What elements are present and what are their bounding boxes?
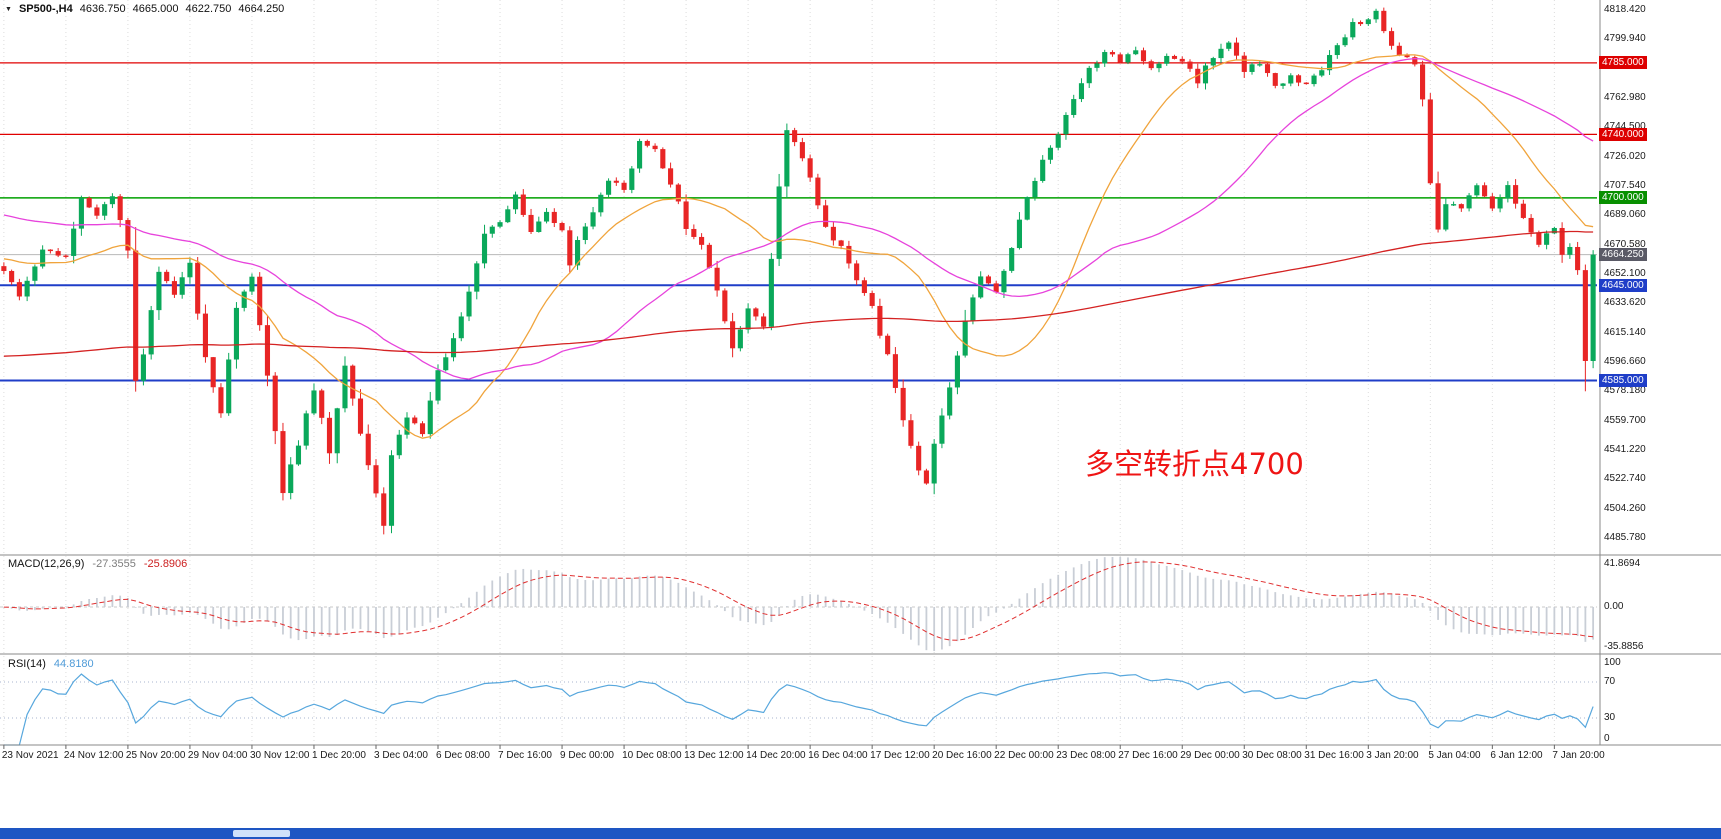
ohlc-close: 4664.250 xyxy=(238,3,285,15)
rsi-layer xyxy=(0,672,1597,746)
ohlc-open: 4636.750 xyxy=(79,3,126,15)
macd-indicator-header: MACD(12,26,9) -27.3555 -25.8906 xyxy=(8,558,187,570)
chart-annotation: 多空转折点4700 xyxy=(1085,447,1304,481)
taskbar-item[interactable] xyxy=(233,830,290,837)
ma-fast-line xyxy=(3,54,1594,439)
symbol-timeframe: SP500-,H4 xyxy=(18,3,73,15)
ma-medium-line xyxy=(3,57,1594,380)
taskbar[interactable] xyxy=(0,828,1721,839)
rsi-label: RSI(14) xyxy=(8,658,46,670)
rsi-indicator-header: RSI(14) 44.8180 xyxy=(8,658,94,670)
macd-signal-value: -25.8906 xyxy=(143,558,188,570)
panel-separators xyxy=(0,0,1721,749)
ohlc-low: 4622.750 xyxy=(185,3,232,15)
macd-layer xyxy=(0,557,1597,652)
macd-main-value: -27.3555 xyxy=(92,558,136,570)
horizontal-lines-layer xyxy=(0,62,1597,382)
rsi-value: 44.8180 xyxy=(53,658,94,670)
candles-layer xyxy=(1,7,1596,535)
ohlc-high: 4665.000 xyxy=(132,3,179,15)
macd-label: MACD(12,26,9) xyxy=(8,558,85,570)
ma-slow-line xyxy=(3,230,1594,357)
grid-layer xyxy=(3,0,1555,745)
chart-info-line: ▼ SP500-,H4 4636.750 4665.000 4622.750 4… xyxy=(5,3,284,15)
symbol-dropdown-icon[interactable]: ▼ xyxy=(5,5,12,13)
